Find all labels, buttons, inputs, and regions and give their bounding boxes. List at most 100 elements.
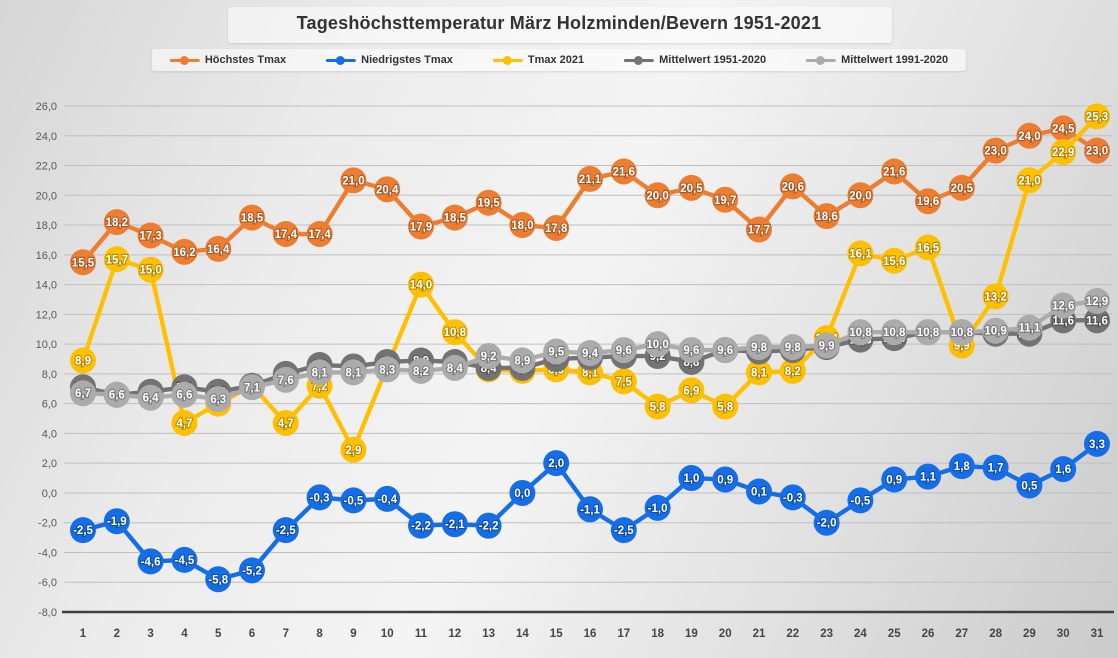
svg-text:8,1: 8,1 xyxy=(345,367,362,379)
svg-text:5,8: 5,8 xyxy=(717,402,734,414)
svg-text:4,7: 4,7 xyxy=(278,418,294,430)
svg-text:20: 20 xyxy=(719,628,732,640)
svg-text:9: 9 xyxy=(350,628,356,640)
svg-text:4: 4 xyxy=(181,628,188,640)
svg-text:16,4: 16,4 xyxy=(207,244,230,256)
svg-text:17,4: 17,4 xyxy=(275,229,298,241)
svg-text:-2,5: -2,5 xyxy=(73,525,93,537)
svg-text:18,2: 18,2 xyxy=(106,217,128,229)
svg-text:-4,5: -4,5 xyxy=(174,555,194,567)
svg-text:-1,9: -1,9 xyxy=(107,516,127,528)
svg-text:5,8: 5,8 xyxy=(650,402,667,414)
svg-text:21,6: 21,6 xyxy=(883,166,905,178)
svg-text:24,0: 24,0 xyxy=(1018,131,1040,143)
svg-text:6,0: 6,0 xyxy=(42,399,57,411)
svg-text:6,3: 6,3 xyxy=(210,394,226,406)
svg-text:9,6: 9,6 xyxy=(683,345,699,357)
svg-text:18,5: 18,5 xyxy=(444,213,467,225)
svg-text:-2,0: -2,0 xyxy=(817,518,837,530)
svg-text:14: 14 xyxy=(516,628,529,640)
svg-text:21: 21 xyxy=(753,628,766,640)
mittelwert-1991-2020-marker-icon xyxy=(806,55,837,65)
svg-text:20,5: 20,5 xyxy=(951,183,974,195)
svg-text:10,8: 10,8 xyxy=(917,327,940,339)
svg-text:3,3: 3,3 xyxy=(1089,439,1105,451)
chart-title: Tageshöchsttemperatur März Holzminden/Be… xyxy=(296,13,822,33)
svg-text:-0,3: -0,3 xyxy=(310,492,330,504)
svg-text:9,4: 9,4 xyxy=(582,348,599,360)
svg-text:30: 30 xyxy=(1057,628,1070,640)
svg-text:25,3: 25,3 xyxy=(1086,111,1108,123)
svg-text:-1,1: -1,1 xyxy=(580,504,600,516)
svg-text:9,9: 9,9 xyxy=(819,341,835,353)
legend-item-mittelwert-1951-2020: Mittelwert 1951-2020 xyxy=(624,54,766,66)
svg-text:29: 29 xyxy=(1023,628,1036,640)
svg-text:24,5: 24,5 xyxy=(1052,123,1075,135)
svg-text:-4,6: -4,6 xyxy=(141,556,161,568)
legend-label: Höchstes Tmax xyxy=(204,54,287,66)
legend-label: Niedrigstes Tmax xyxy=(361,54,453,66)
svg-text:1,1: 1,1 xyxy=(920,472,937,484)
legend-item-mittelwert-1991-2020: Mittelwert 1991-2020 xyxy=(806,54,948,66)
svg-text:28: 28 xyxy=(989,628,1002,640)
svg-text:6,6: 6,6 xyxy=(109,390,125,402)
svg-text:5: 5 xyxy=(215,628,222,640)
svg-text:16: 16 xyxy=(584,628,597,640)
svg-text:19,7: 19,7 xyxy=(714,195,736,207)
svg-text:8,1: 8,1 xyxy=(582,367,599,379)
svg-text:0,0: 0,0 xyxy=(42,488,57,500)
svg-text:18,0: 18,0 xyxy=(511,220,533,232)
svg-text:15,6: 15,6 xyxy=(883,256,905,268)
svg-text:8,3: 8,3 xyxy=(379,364,395,376)
svg-text:10,8: 10,8 xyxy=(883,327,906,339)
svg-text:11: 11 xyxy=(415,628,428,640)
svg-text:10: 10 xyxy=(381,628,394,640)
svg-text:-2,2: -2,2 xyxy=(411,521,431,533)
svg-text:0,1: 0,1 xyxy=(751,486,768,498)
svg-text:10,8: 10,8 xyxy=(951,327,974,339)
svg-text:17,3: 17,3 xyxy=(139,230,161,242)
svg-text:-2,2: -2,2 xyxy=(479,521,499,533)
svg-text:9,8: 9,8 xyxy=(785,342,802,354)
svg-text:8: 8 xyxy=(316,628,323,640)
svg-text:21,0: 21,0 xyxy=(342,175,364,187)
legend-item-niedrigstes-tmax: Niedrigstes Tmax xyxy=(326,54,453,66)
svg-text:3: 3 xyxy=(147,628,153,640)
svg-text:-6,0: -6,0 xyxy=(38,577,57,589)
hoechstes-tmax-marker-icon xyxy=(169,55,200,65)
svg-text:17,7: 17,7 xyxy=(748,225,770,237)
svg-text:20,0: 20,0 xyxy=(646,190,668,202)
legend-label: Mittelwert 1951-2020 xyxy=(659,54,767,66)
svg-text:10,8: 10,8 xyxy=(444,327,467,339)
svg-text:-8,0: -8,0 xyxy=(38,607,57,619)
svg-text:1,7: 1,7 xyxy=(988,463,1004,475)
svg-text:20,0: 20,0 xyxy=(849,190,871,202)
svg-text:25: 25 xyxy=(888,628,901,640)
svg-text:11,6: 11,6 xyxy=(1052,315,1074,327)
svg-text:12,9: 12,9 xyxy=(1086,296,1108,308)
svg-text:16,2: 16,2 xyxy=(173,247,195,259)
svg-text:19,6: 19,6 xyxy=(917,196,939,208)
svg-text:2,9: 2,9 xyxy=(345,445,361,457)
mittelwert-1951-2020-marker-icon xyxy=(624,55,655,65)
svg-text:0,0: 0,0 xyxy=(514,488,530,500)
svg-text:17,4: 17,4 xyxy=(308,229,331,241)
svg-text:8,0: 8,0 xyxy=(42,369,57,381)
svg-text:8,9: 8,9 xyxy=(75,355,91,367)
svg-text:6,4: 6,4 xyxy=(143,393,160,405)
svg-text:1: 1 xyxy=(80,628,87,640)
legend-item-hoechstes-tmax: Höchstes Tmax xyxy=(169,54,287,66)
svg-text:17,8: 17,8 xyxy=(545,223,568,235)
svg-text:18: 18 xyxy=(651,628,664,640)
svg-text:-4,0: -4,0 xyxy=(38,547,57,559)
svg-text:22: 22 xyxy=(786,628,799,640)
svg-text:7: 7 xyxy=(283,628,289,640)
svg-text:1,8: 1,8 xyxy=(954,461,971,473)
svg-text:10,8: 10,8 xyxy=(849,327,872,339)
svg-text:16,0: 16,0 xyxy=(36,250,57,262)
svg-text:-0,3: -0,3 xyxy=(783,492,803,504)
svg-text:18,0: 18,0 xyxy=(36,220,57,232)
svg-text:9,6: 9,6 xyxy=(616,345,632,357)
svg-text:21,6: 21,6 xyxy=(613,166,635,178)
svg-text:20,4: 20,4 xyxy=(376,184,399,196)
